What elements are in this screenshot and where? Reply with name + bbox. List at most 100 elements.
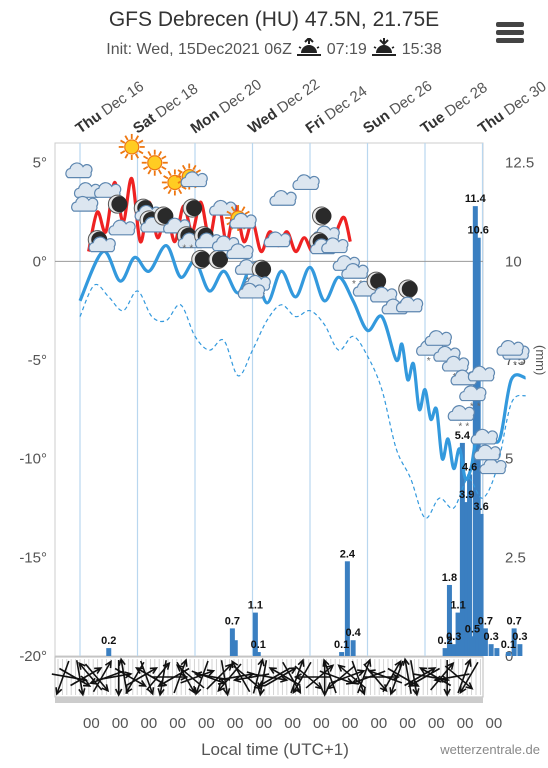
sunrise-icon xyxy=(297,38,322,56)
wind-head xyxy=(55,687,63,696)
sun-cloud-icon xyxy=(225,204,257,231)
precip-data-label: 0.5 xyxy=(465,623,480,635)
wind-arrow-icon xyxy=(402,657,412,694)
wind-head xyxy=(350,677,360,685)
moon-icon xyxy=(366,271,387,291)
sunset-time: 15:38 xyxy=(401,41,442,58)
wind-shaft xyxy=(195,660,209,694)
wind-shaft xyxy=(390,660,404,694)
cloud-shape xyxy=(180,171,208,188)
cloud-shape xyxy=(424,330,452,346)
moon-dark xyxy=(255,261,272,278)
precip-data-label: 0.3 xyxy=(512,631,527,643)
moon-dark xyxy=(111,196,128,213)
wind-head xyxy=(180,673,189,681)
wind-shaft xyxy=(180,670,213,684)
wind-shaft xyxy=(369,670,403,684)
wind-head xyxy=(206,669,216,677)
wind-head xyxy=(389,687,397,696)
wind-head xyxy=(124,671,133,679)
snow-cloud-icon: ** xyxy=(447,405,475,432)
precip-data-label: 1.1 xyxy=(450,600,465,612)
moon-dark xyxy=(194,251,211,268)
wind-shaft xyxy=(265,667,296,687)
wind-shaft xyxy=(444,665,472,689)
wind-arrow-icon xyxy=(330,669,366,684)
wind-head xyxy=(320,688,329,697)
cloud-icon xyxy=(65,162,93,179)
wind-arrow-icon xyxy=(459,661,479,695)
wind-head xyxy=(217,684,225,693)
wind-head xyxy=(194,687,202,696)
wind-head xyxy=(101,684,110,693)
sun-ray xyxy=(230,206,235,212)
cloud-shape xyxy=(108,219,136,236)
sun-ray xyxy=(192,164,197,171)
wind-head xyxy=(391,673,401,681)
wind-arrow-icon xyxy=(320,660,329,697)
cloud-icon xyxy=(321,237,349,254)
moon-icon xyxy=(312,206,332,226)
hour-tick-label: 00 xyxy=(227,715,244,732)
cloud-icon xyxy=(424,330,452,346)
hour-tick-label: 00 xyxy=(428,715,445,732)
cloud-shape xyxy=(321,237,349,254)
moon-icon xyxy=(153,206,174,226)
snow-flake: * xyxy=(352,279,356,290)
wind-head xyxy=(337,664,346,672)
cloud-shape xyxy=(467,365,496,382)
wind-head xyxy=(464,658,472,667)
moon-dark xyxy=(186,200,203,217)
cloud-icon xyxy=(269,190,297,206)
sun-ray xyxy=(167,188,172,195)
wind-head xyxy=(322,658,330,667)
sun-ray xyxy=(134,153,140,159)
snow-flake: * xyxy=(465,421,469,432)
sun-ray xyxy=(163,175,169,180)
cloud-icon xyxy=(479,458,507,475)
sunrise-time: 07:19 xyxy=(326,41,367,58)
sun-ray xyxy=(138,139,144,144)
hamburger-menu-button[interactable] xyxy=(496,22,524,46)
hour-tick-label: 00 xyxy=(371,715,388,732)
wind-head xyxy=(147,687,155,696)
wind-head xyxy=(94,667,103,675)
temperature-line xyxy=(78,244,526,481)
right-tick-label: 12.5 xyxy=(505,155,534,172)
wind-head xyxy=(326,664,335,672)
precip-bar xyxy=(255,652,261,656)
moon-dark xyxy=(401,280,418,297)
wind-arrow-icon xyxy=(180,669,216,684)
left-tick-label: 0° xyxy=(33,253,47,270)
wind-head xyxy=(88,677,98,685)
precip-bar xyxy=(229,628,235,656)
credit-text: wetterzentrale.de xyxy=(440,742,540,757)
precip-bar xyxy=(511,628,517,656)
cloud-shape xyxy=(88,236,116,253)
precip-bar xyxy=(252,612,258,656)
sun-ray xyxy=(161,155,167,160)
cloud-icon xyxy=(94,182,122,198)
wind-head xyxy=(157,688,165,697)
precip-data-label: 0.7 xyxy=(225,615,240,627)
precip-data-label: 1.1 xyxy=(248,600,263,612)
dewpoint-line xyxy=(79,283,526,519)
wind-shaft xyxy=(125,667,157,687)
wind-head xyxy=(104,659,112,669)
wind-arrow-icon xyxy=(418,667,452,687)
snow-flake: * xyxy=(458,421,462,432)
cloud-shape xyxy=(459,385,487,402)
cloud-shape xyxy=(71,195,99,212)
wind-arrow-icon xyxy=(367,669,403,684)
cloud-shape xyxy=(447,405,475,421)
wind-head xyxy=(433,675,442,683)
wind-head xyxy=(443,688,451,697)
precip-bar xyxy=(475,237,481,656)
precip-bar xyxy=(442,648,448,656)
cloud-shape xyxy=(470,428,498,445)
wind-arrow-icon xyxy=(220,660,231,697)
wind-arrow-icon xyxy=(114,667,147,687)
cloud-icon xyxy=(370,286,398,303)
sun-icon xyxy=(141,149,168,176)
snow-flake: * xyxy=(182,244,186,255)
